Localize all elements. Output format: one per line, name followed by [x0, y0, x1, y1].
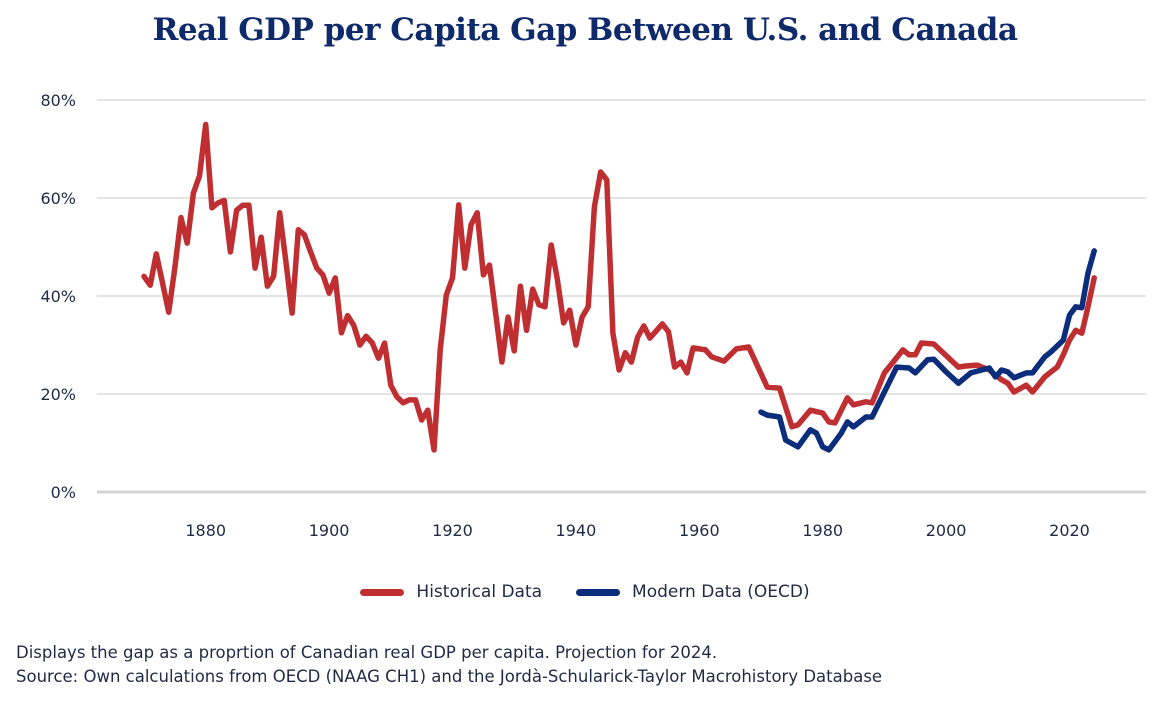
legend-item-historical: Historical Data	[360, 582, 542, 602]
x-tick-label: 2020	[1049, 521, 1090, 540]
legend-swatch-modern	[576, 588, 621, 596]
legend-swatch-historical	[360, 588, 405, 596]
x-axis-ticks: 1880 1900 1920 1940 1960 1980 2000 2020	[185, 521, 1090, 540]
legend-label-historical: Historical Data	[416, 582, 543, 602]
series-points	[760, 250, 1095, 450]
x-tick-label: 1940	[556, 521, 597, 540]
x-tick-label: 1960	[679, 521, 720, 540]
y-tick-label: 80%	[40, 91, 76, 110]
y-tick-label: 20%	[40, 385, 76, 404]
note-description: Displays the gap as a proprtion of Canad…	[16, 643, 718, 662]
y-tick-label: 60%	[40, 189, 76, 208]
x-tick-label: 1880	[185, 521, 226, 540]
x-tick-label: 1900	[309, 521, 350, 540]
gridlines	[97, 99, 1146, 494]
series-points	[143, 124, 1095, 450]
chart-notes: Displays the gap as a proprtion of Canad…	[16, 641, 882, 689]
series-lines	[141, 121, 1097, 453]
note-source: Source: Own calculations from OECD (NAAG…	[16, 667, 883, 686]
x-tick-label: 1980	[802, 521, 843, 540]
series-line-historical	[141, 121, 1097, 453]
y-tick-label: 0%	[51, 483, 76, 502]
legend-item-modern: Modern Data (OECD)	[576, 582, 810, 602]
legend: Historical Data Modern Data (OECD)	[0, 582, 1170, 602]
chart-title: Real GDP per Capita Gap Between U.S. and…	[152, 12, 1018, 48]
x-tick-label: 1920	[432, 521, 473, 540]
series-line-modern	[758, 248, 1097, 453]
legend-label-modern: Modern Data (OECD)	[632, 582, 810, 602]
x-tick-label: 2000	[926, 521, 967, 540]
y-axis-ticks: 0% 20% 40% 60% 80%	[40, 91, 76, 502]
y-tick-label: 40%	[40, 287, 76, 306]
